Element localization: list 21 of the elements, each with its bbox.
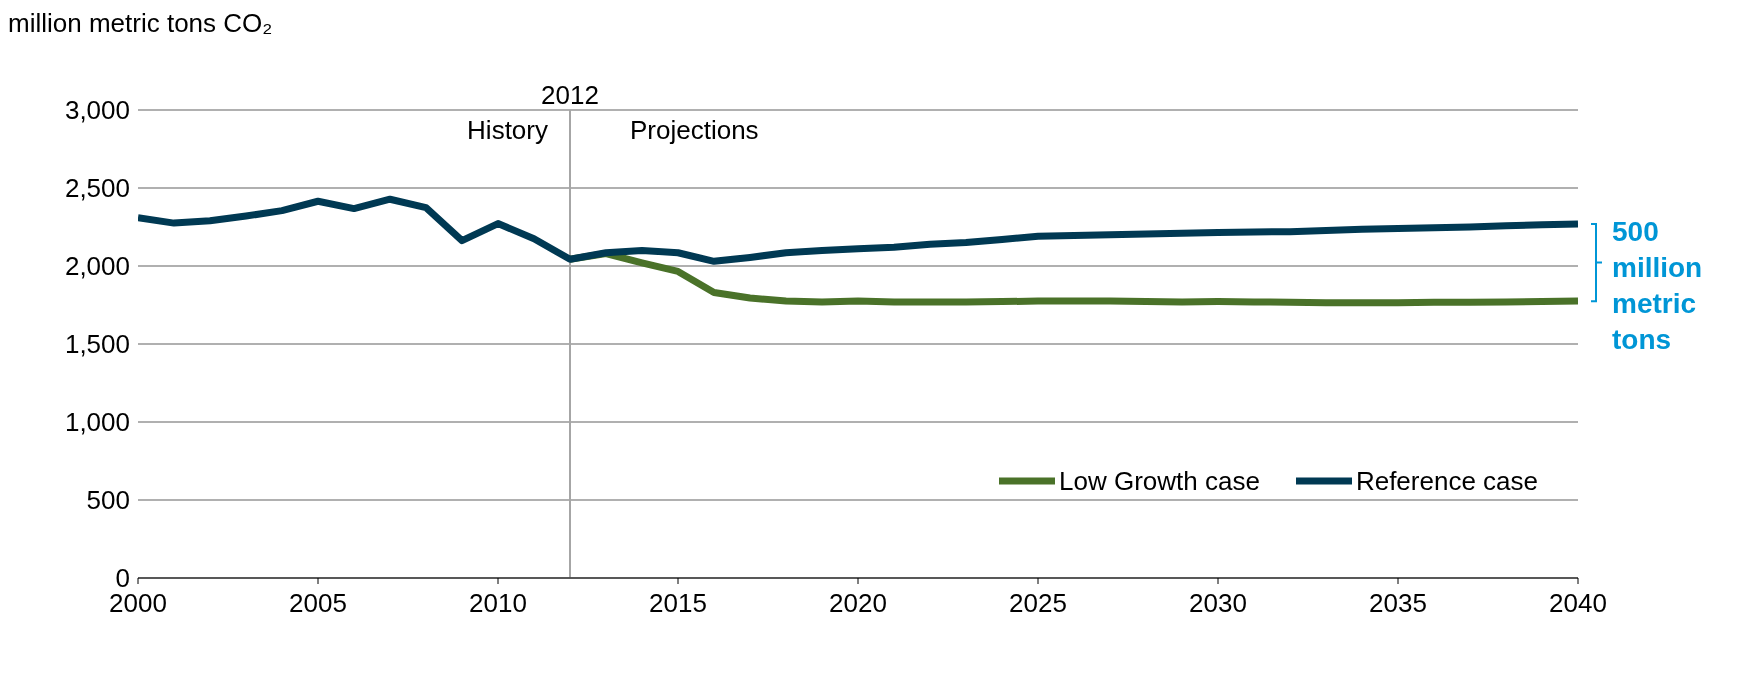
y-tick-label: 1,000 (64, 407, 130, 438)
x-tick-label: 2035 (1369, 588, 1427, 619)
x-tick-label: 2015 (649, 588, 707, 619)
y-tick-label: 2,000 (64, 251, 130, 282)
text: 500 million metric tons (1612, 214, 1704, 357)
x-tick-label: 2005 (289, 588, 347, 619)
y-axis-title: million metric tons CO₂ (8, 8, 273, 39)
x-tick-label: 2010 (469, 588, 527, 619)
legend-label: Reference case (1355, 465, 1538, 497)
x-tick-label: 2040 (1549, 588, 1607, 619)
y-tick-label: 2,500 (64, 173, 130, 204)
y-tick-label: 3,000 (64, 95, 130, 126)
legend-label: Low Growth case (1059, 465, 1260, 497)
y-tick-label: 500 (86, 485, 130, 516)
annotation: Projections (630, 115, 759, 146)
y-tick-label: 1,500 (64, 329, 130, 360)
annotation: History (467, 115, 548, 146)
x-tick-label: 2025 (1009, 588, 1067, 619)
x-tick-label: 2020 (829, 588, 887, 619)
ref-line-label: 2012 (541, 80, 599, 110)
x-tick-label: 2030 (1189, 588, 1247, 619)
